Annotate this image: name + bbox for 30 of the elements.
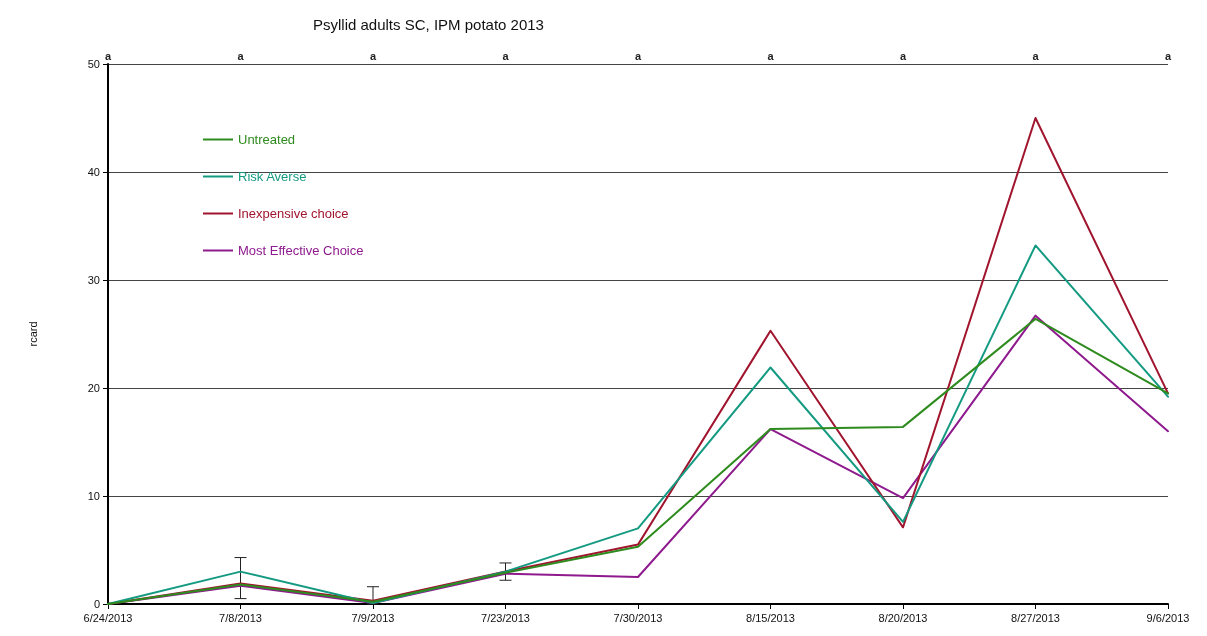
chart-title: Psyllid adults SC, IPM potato 2013 bbox=[313, 16, 544, 33]
text: a bbox=[1164, 49, 1172, 62]
legend-label: Inexpensive choice bbox=[238, 206, 349, 221]
x-tick-label: 9/6/2013 bbox=[1146, 611, 1190, 624]
x-tick-label: 7/8/2013 bbox=[219, 611, 262, 624]
text: a bbox=[1032, 49, 1040, 62]
text: a bbox=[767, 49, 775, 62]
text: a bbox=[369, 49, 377, 62]
legend-label: Untreated bbox=[238, 132, 296, 147]
x-tick-label: 8/27/2013 bbox=[1011, 611, 1060, 624]
text: a bbox=[104, 49, 112, 62]
x-tick-label: 7/9/2013 bbox=[351, 611, 395, 624]
y-tick-label: 10 bbox=[87, 490, 100, 502]
x-tick-label: 7/30/2013 bbox=[613, 611, 663, 624]
x-tick-label: 6/24/2013 bbox=[83, 611, 133, 624]
x-tick-label: 8/15/2013 bbox=[746, 611, 795, 624]
text: a bbox=[634, 49, 642, 62]
text: a bbox=[502, 49, 510, 62]
text: a bbox=[899, 49, 907, 62]
legend-label: Risk Averse bbox=[238, 169, 307, 184]
y-axis-title: rcard bbox=[26, 321, 39, 347]
text: a bbox=[237, 49, 245, 62]
legend-label: Most Effective Choice bbox=[238, 243, 364, 258]
y-tick-label: 40 bbox=[87, 166, 100, 178]
x-tick-label: 7/23/2013 bbox=[481, 611, 530, 624]
x-tick-label: 8/20/2013 bbox=[878, 611, 928, 624]
y-tick-label: 0 bbox=[93, 598, 100, 610]
y-tick-label: 20 bbox=[87, 382, 100, 394]
y-tick-label: 50 bbox=[87, 58, 100, 70]
y-tick-label: 30 bbox=[87, 274, 100, 286]
